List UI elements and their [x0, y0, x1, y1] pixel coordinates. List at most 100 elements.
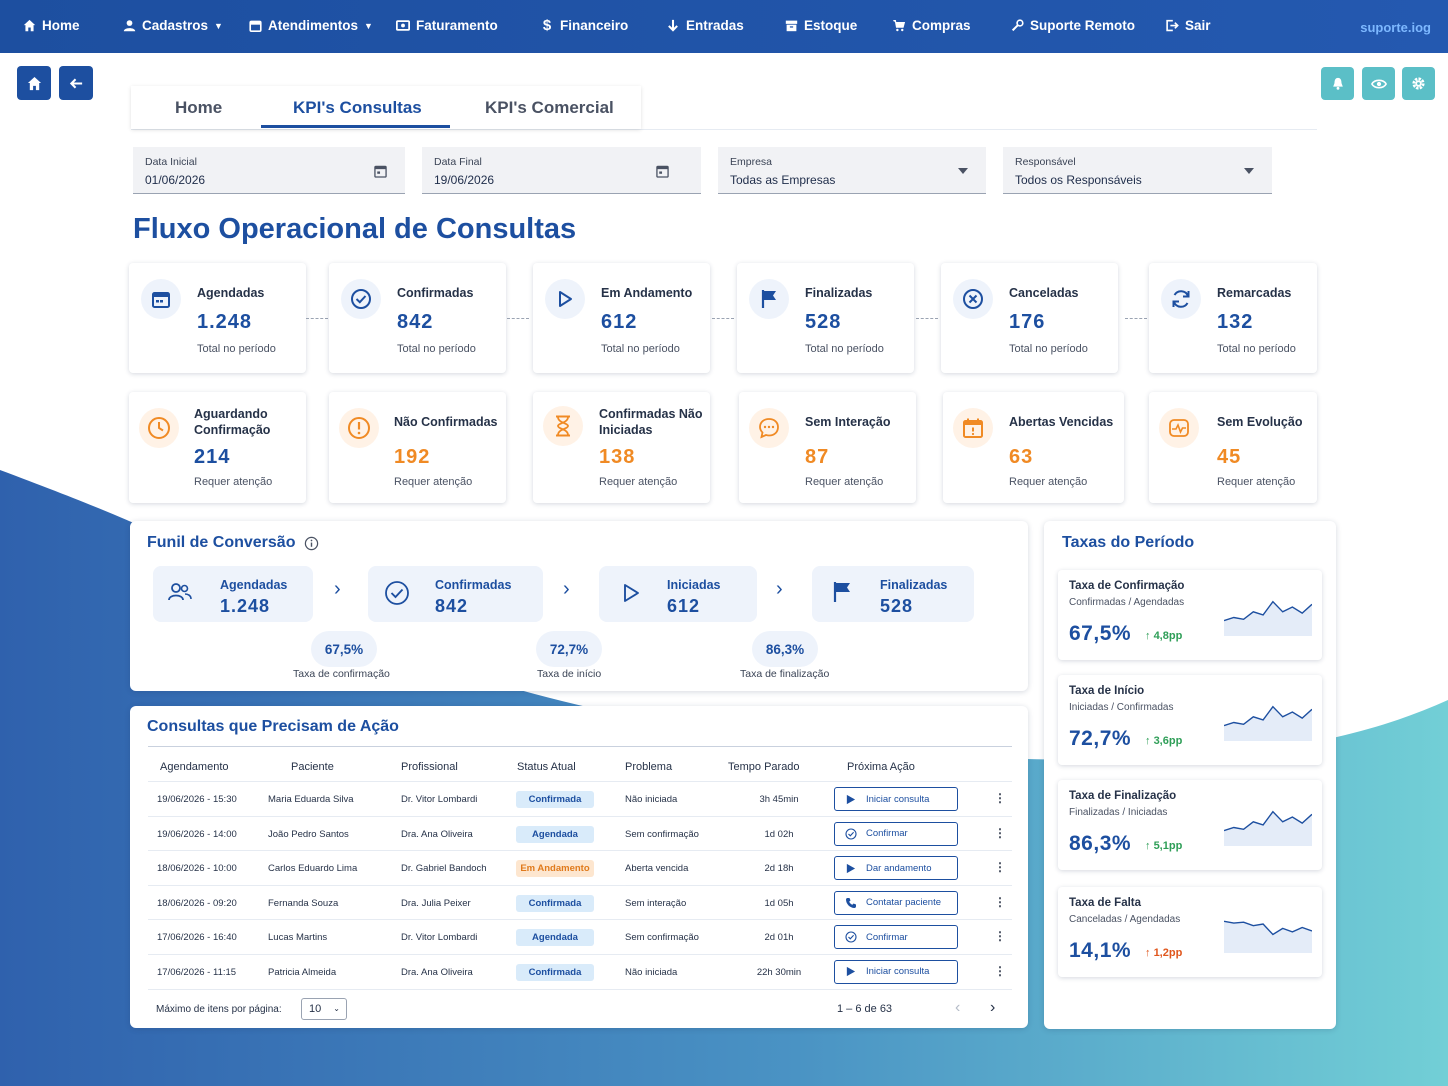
- chevron-right-icon: ›: [776, 578, 783, 600]
- kpi-agendadas[interactable]: Agendadas 1.248 Total no período: [129, 263, 306, 373]
- cell-profissional: Dr. Vitor Lombardi: [401, 932, 478, 943]
- col-agendamento[interactable]: Agendamento: [160, 761, 229, 773]
- view-button[interactable]: [1362, 67, 1395, 100]
- nav-entradas[interactable]: Entradas: [666, 18, 744, 33]
- nav-financeiro[interactable]: $ Financeiro: [540, 17, 628, 34]
- check-circle-icon: [341, 279, 381, 319]
- nav-faturamento[interactable]: Faturamento: [396, 18, 498, 33]
- data-final-field[interactable]: Data Final 19/06/2026: [422, 147, 701, 194]
- next-action-button[interactable]: Iniciar consulta: [834, 787, 958, 811]
- more-options-icon[interactable]: ⋮: [994, 791, 1006, 805]
- pagination-range: 1 – 6 de 63: [837, 1003, 893, 1015]
- tab-kpis-comercial[interactable]: KPI's Comercial: [485, 98, 614, 117]
- kpi-confirmadas[interactable]: Confirmadas 842 Total no período: [329, 263, 506, 373]
- kpi-aguardando-confirmacao[interactable]: Aguardando Confirmação 214 Requer atençã…: [129, 392, 306, 503]
- sparkline-area: [1224, 921, 1312, 953]
- cell-profissional: Dra. Ana Oliveira: [401, 966, 473, 978]
- nav-estoque[interactable]: Estoque: [784, 18, 857, 33]
- rate-card[interactable]: Taxa de Início Iniciadas / Confirmadas 72,…: [1058, 675, 1322, 765]
- kpi-sem-evolucao[interactable]: Sem Evolução 45 Requer atenção: [1149, 392, 1317, 503]
- cell-agendamento: 19/06/2026 - 14:00: [157, 828, 237, 840]
- next-action-button[interactable]: Confirmar: [834, 821, 958, 846]
- status-badge: Confirmada: [516, 963, 594, 981]
- kpi-em-andamento[interactable]: Em Andamento 612 Total no período: [533, 263, 710, 373]
- cell-paciente: Lucas Martins: [268, 932, 328, 943]
- settings-button[interactable]: [1402, 67, 1435, 100]
- play-icon: [624, 584, 639, 602]
- nav-sair[interactable]: Sair: [1165, 18, 1211, 33]
- kpi-finalizadas[interactable]: Finalizadas 528 Total no período: [737, 263, 914, 373]
- col-proxima-acao[interactable]: Próxima Ação: [847, 761, 915, 773]
- rate-inicio-pill: 72,7%: [536, 631, 602, 667]
- calendar-icon[interactable]: [656, 164, 669, 178]
- more-options-icon[interactable]: ⋮: [994, 929, 1006, 943]
- funnel-stage-finalizadas[interactable]: Finalizadas 528: [812, 566, 974, 622]
- more-options-icon[interactable]: ⋮: [994, 860, 1006, 874]
- cell-paciente: João Pedro Santos: [268, 828, 349, 840]
- rate-card[interactable]: Taxa de Finalização Finalizadas / Iniciad…: [1058, 780, 1322, 870]
- nav-atendimentos[interactable]: Atendimentos ▼: [248, 18, 373, 33]
- kpi-canceladas[interactable]: Canceladas 176 Total no período: [941, 263, 1118, 373]
- rate-delta: ↑ 4,8pp: [1145, 630, 1183, 642]
- cell-paciente: Patricia Almeida: [268, 966, 337, 978]
- col-tempo-parado[interactable]: Tempo Parado: [728, 761, 800, 773]
- home-button[interactable]: [17, 66, 51, 100]
- next-action-button[interactable]: Iniciar consulta: [834, 959, 958, 984]
- nav-cadastros[interactable]: Cadastros ▼: [122, 18, 223, 33]
- rate-finalizacao-label: Taxa de finalização: [740, 668, 830, 680]
- next-action-button[interactable]: Confirmar: [834, 925, 958, 949]
- funnel-title: Funil de Conversão: [147, 534, 296, 551]
- info-icon[interactable]: [304, 536, 319, 551]
- cell-tempo-parado: 2d 18h: [764, 863, 794, 874]
- back-button[interactable]: [59, 66, 93, 100]
- nav-compras[interactable]: Compras: [892, 18, 971, 33]
- more-options-icon[interactable]: ⋮: [994, 825, 1006, 840]
- rate-card[interactable]: Taxa de Confirmação Confirmadas / Agendad…: [1058, 570, 1322, 660]
- cell-problema: Não iniciada: [625, 794, 678, 805]
- more-options-icon[interactable]: ⋮: [994, 963, 1006, 978]
- funnel-stage-iniciadas[interactable]: Iniciadas 612: [599, 566, 757, 622]
- col-paciente[interactable]: Paciente: [291, 761, 334, 773]
- col-problema[interactable]: Problema: [625, 761, 673, 773]
- rate-formula: Confirmadas / Agendadas: [1069, 597, 1185, 608]
- site-link[interactable]: suporte.iog: [1360, 20, 1431, 35]
- table-row[interactable]: 17/06/2026 - 11:15 Patricia Almeida Dra. A…: [148, 953, 1012, 989]
- rate-card[interactable]: Taxa de Falta Canceladas / Agendadas 14,1%…: [1058, 887, 1322, 977]
- tab-home[interactable]: Home: [175, 98, 223, 117]
- kpi-remarcadas[interactable]: Remarcadas 132 Total no período: [1149, 263, 1317, 373]
- page-size-select[interactable]: 10 ⌄: [301, 998, 347, 1020]
- notifications-button[interactable]: [1321, 67, 1354, 100]
- nav-suporte-remoto[interactable]: Suporte Remoto: [1010, 18, 1135, 33]
- table-row[interactable]: 19/06/2026 - 14:00 João Pedro Santos Dra. …: [148, 815, 1012, 851]
- tab-kpis-consultas[interactable]: KPI's Consultas: [293, 98, 422, 117]
- cell-problema: Sem interação: [625, 897, 687, 909]
- col-status[interactable]: Status Atual: [517, 761, 576, 773]
- kpi-sem-interacao[interactable]: Sem Interação 87 Requer atenção: [739, 392, 916, 503]
- table-row[interactable]: 19/06/2026 - 15:30 Maria Eduarda Silva Dr.…: [148, 781, 1012, 816]
- table-row[interactable]: 17/06/2026 - 16:40 Lucas Martins Dr. Vitor…: [148, 919, 1012, 954]
- empresa-select[interactable]: Empresa Todas as Empresas: [718, 147, 986, 194]
- funnel-stage-confirmadas[interactable]: Confirmadas 842: [368, 566, 543, 622]
- calendar-icon[interactable]: [374, 164, 387, 178]
- more-options-icon[interactable]: ⋮: [994, 894, 1006, 909]
- table-row[interactable]: 18/06/2026 - 09:20 Fernanda Souza Dra. Jul…: [148, 884, 1012, 920]
- table-row[interactable]: 18/06/2026 - 10:00 Carlos Eduardo Lima Dr.…: [148, 850, 1012, 885]
- next-action-button[interactable]: Dar andamento: [834, 856, 958, 880]
- col-profissional[interactable]: Profissional: [401, 761, 458, 773]
- kpi-nao-confirmadas[interactable]: Não Confirmadas 192 Requer atenção: [329, 392, 506, 503]
- funnel-stage-agendadas[interactable]: Agendadas 1.248: [153, 566, 313, 622]
- prev-page-button[interactable]: ‹: [955, 999, 961, 1016]
- status-badge: Agendada: [516, 825, 594, 843]
- cell-tempo-parado: 2d 01h: [764, 932, 794, 943]
- kpi-confirmadas-nao-iniciadas[interactable]: Confirmadas Não Iniciadas 138 Requer ate…: [533, 392, 710, 503]
- kpi-abertas-vencidas[interactable]: Abertas Vencidas 63 Requer atenção: [943, 392, 1124, 503]
- sparkline: [1224, 600, 1312, 636]
- data-inicial-field[interactable]: Data Inicial 01/06/2026: [133, 147, 405, 194]
- responsavel-select[interactable]: Responsável Todos os Responsáveis: [1003, 147, 1272, 194]
- arrow-down-icon: [666, 19, 680, 33]
- status-badge: Confirmada: [516, 791, 594, 808]
- next-page-button[interactable]: ›: [990, 999, 996, 1016]
- arrow-up-icon: ↑: [1145, 630, 1151, 642]
- next-action-button[interactable]: Contatar paciente: [834, 890, 958, 915]
- nav-home[interactable]: Home: [22, 18, 80, 33]
